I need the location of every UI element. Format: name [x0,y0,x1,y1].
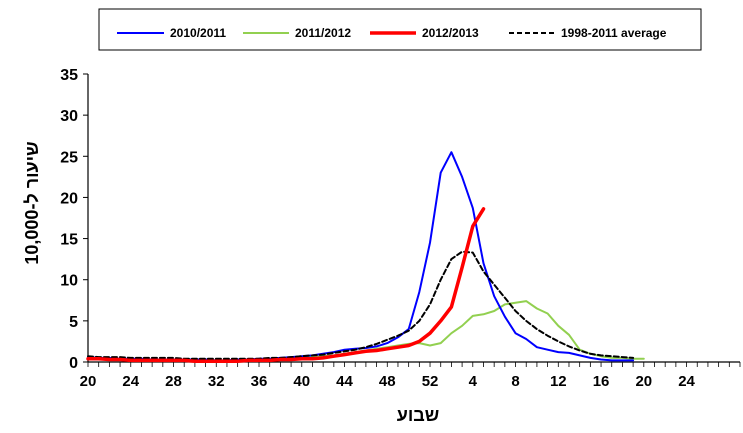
legend-label-2: 2012/2013 [422,26,479,40]
series-line-3 [88,252,633,359]
x-tick-label: 4 [469,373,478,390]
x-tick-label: 48 [379,373,396,390]
y-axis-title: שיעור ל-10,000 [22,141,42,264]
legend-label-1: 2011/2012 [295,26,351,40]
y-tick-label: 30 [60,108,78,125]
x-tick-label: 52 [422,373,439,390]
legend: 2010/2011 2011/2012 2012/2013 1998-2011 ave… [99,9,701,50]
series-lines [88,152,644,361]
x-tick-label: 16 [593,373,610,390]
x-tick-label: 24 [122,373,139,390]
legend-label-0: 2010/2011 [170,26,226,40]
x-tick-label: 36 [251,373,268,390]
x-tick-label: 20 [635,373,652,390]
y-tick-label: 5 [69,314,78,331]
x-tick-label: 20 [80,373,97,390]
x-tick-label: 8 [511,373,519,390]
series-line-0 [88,152,633,360]
y-tick-label: 10 [60,273,78,290]
y-tick-label: 15 [60,232,78,249]
x-tick-label: 44 [336,373,353,390]
x-tick-label: 40 [293,373,310,390]
y-tick-label: 20 [60,190,78,207]
y-tick-label: 25 [60,149,78,166]
x-axis-title: שבוע [397,405,440,425]
x-tick-label: 24 [678,373,695,390]
x-tick-label: 12 [550,373,567,390]
legend-label-3: 1998-2011 average [561,26,667,40]
y-tick-label: 35 [60,67,78,84]
x-tick-label: 32 [208,373,225,390]
x-tick-label: 28 [165,373,182,390]
series-line-2 [88,209,484,361]
y-tick-label: 0 [69,355,78,372]
